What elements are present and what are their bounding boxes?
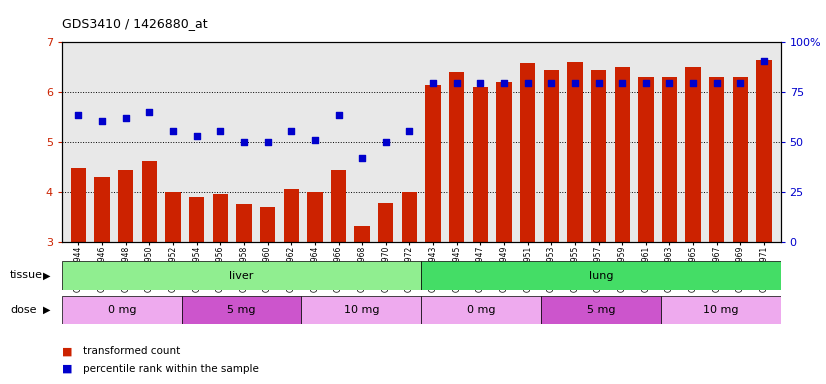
Bar xyxy=(615,67,630,242)
Point xyxy=(426,80,439,86)
Bar xyxy=(260,207,275,242)
Bar xyxy=(638,77,653,242)
Point xyxy=(261,139,274,145)
Bar xyxy=(686,67,700,242)
Bar xyxy=(94,177,110,242)
Point xyxy=(237,139,250,145)
Bar xyxy=(401,192,417,242)
Bar xyxy=(283,189,299,242)
Bar xyxy=(733,77,748,242)
Bar xyxy=(165,192,181,242)
Point xyxy=(332,112,345,118)
Bar xyxy=(425,85,441,242)
Point xyxy=(308,137,321,143)
Point xyxy=(544,80,558,86)
Text: lung: lung xyxy=(589,270,613,281)
Text: 10 mg: 10 mg xyxy=(344,305,379,315)
Bar xyxy=(520,63,535,242)
Point xyxy=(450,80,463,86)
Point xyxy=(379,139,392,145)
Bar xyxy=(709,77,724,242)
Point xyxy=(639,80,653,86)
Bar xyxy=(421,261,781,290)
Point xyxy=(592,80,605,86)
Text: ■: ■ xyxy=(62,364,73,374)
Bar xyxy=(142,161,157,242)
Bar xyxy=(71,168,86,242)
Bar xyxy=(472,87,488,242)
Point xyxy=(143,109,156,115)
Point xyxy=(615,80,629,86)
Point xyxy=(686,80,700,86)
Text: tissue: tissue xyxy=(10,270,43,280)
Point xyxy=(96,118,109,124)
Point xyxy=(733,80,747,86)
Point xyxy=(497,80,510,86)
Bar xyxy=(331,170,346,242)
Text: 10 mg: 10 mg xyxy=(703,305,738,315)
Point xyxy=(757,58,771,64)
Bar xyxy=(212,195,228,242)
Bar xyxy=(757,60,771,242)
Point xyxy=(190,133,203,139)
Text: GDS3410 / 1426880_at: GDS3410 / 1426880_at xyxy=(62,17,207,30)
Text: dose: dose xyxy=(10,305,36,315)
Text: 0 mg: 0 mg xyxy=(107,305,136,315)
Text: ▶: ▶ xyxy=(43,305,50,315)
Bar xyxy=(354,226,370,242)
Text: liver: liver xyxy=(230,270,254,281)
Point xyxy=(662,80,676,86)
Bar xyxy=(182,296,301,324)
Point xyxy=(521,80,534,86)
Bar xyxy=(662,77,677,242)
Text: ■: ■ xyxy=(62,346,73,356)
Point xyxy=(119,115,132,121)
Point xyxy=(285,128,298,134)
Bar xyxy=(661,296,781,324)
Point xyxy=(474,80,487,86)
Bar xyxy=(189,197,204,242)
Bar xyxy=(236,205,252,242)
Point xyxy=(403,128,416,134)
Bar xyxy=(301,296,421,324)
Bar xyxy=(62,296,182,324)
Bar xyxy=(591,70,606,242)
Text: 5 mg: 5 mg xyxy=(586,305,615,315)
Text: 5 mg: 5 mg xyxy=(227,305,256,315)
Bar xyxy=(307,192,323,242)
Bar xyxy=(541,296,661,324)
Text: 0 mg: 0 mg xyxy=(467,305,496,315)
Text: ▶: ▶ xyxy=(43,270,50,280)
Text: percentile rank within the sample: percentile rank within the sample xyxy=(83,364,259,374)
Point xyxy=(214,128,227,134)
Bar xyxy=(496,82,511,242)
Bar xyxy=(544,70,559,242)
Point xyxy=(167,128,180,134)
Point xyxy=(355,155,368,161)
Bar xyxy=(567,62,582,242)
Bar xyxy=(62,261,421,290)
Text: transformed count: transformed count xyxy=(83,346,180,356)
Point xyxy=(710,80,724,86)
Bar xyxy=(118,170,134,242)
Point xyxy=(72,112,85,118)
Bar xyxy=(378,203,393,242)
Point xyxy=(568,80,582,86)
Bar xyxy=(421,296,541,324)
Bar xyxy=(449,72,464,242)
